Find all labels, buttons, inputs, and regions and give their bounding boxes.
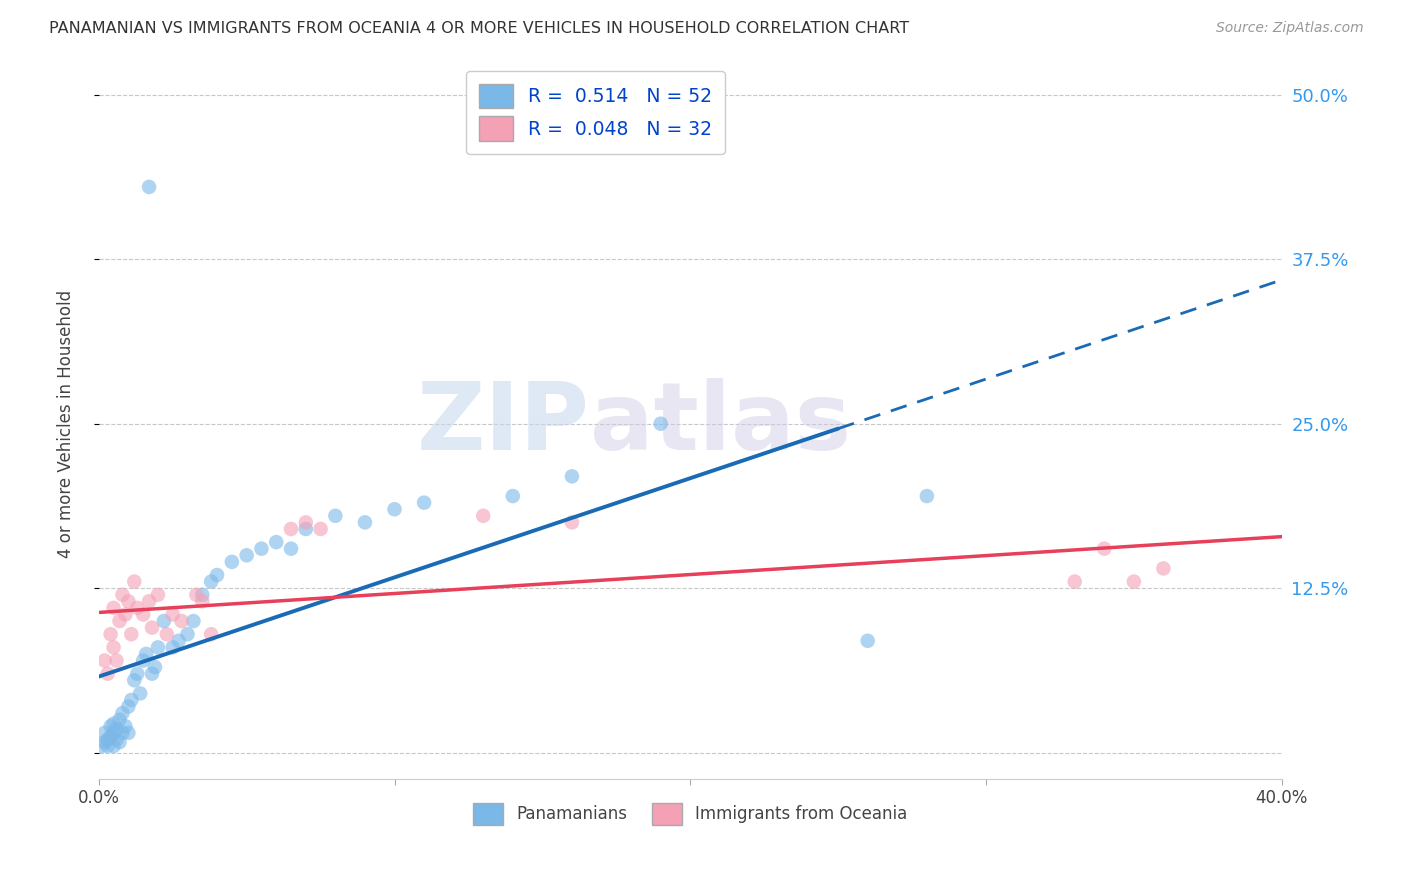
- Point: [120, 693, 142, 707]
- Text: Source: ZipAtlas.com: Source: ZipAtlas.com: [1216, 21, 1364, 36]
- Point: [124, 673, 146, 688]
- Point: [93, 726, 115, 740]
- Point: [250, 541, 273, 556]
- Point: [93, 735, 115, 749]
- Point: [111, 726, 134, 740]
- Point: [221, 555, 243, 569]
- Point: [93, 653, 115, 667]
- Point: [183, 614, 205, 628]
- Point: [97, 739, 120, 753]
- Point: [100, 719, 122, 733]
- Point: [1092, 541, 1115, 556]
- Point: [138, 594, 160, 608]
- Point: [108, 735, 131, 749]
- Point: [325, 508, 347, 523]
- Point: [103, 640, 125, 655]
- Point: [309, 522, 332, 536]
- Point: [108, 713, 131, 727]
- Point: [111, 706, 134, 720]
- Point: [156, 627, 179, 641]
- Point: [114, 719, 136, 733]
- Point: [502, 489, 524, 503]
- Point: [141, 621, 163, 635]
- Point: [143, 660, 166, 674]
- Point: [264, 535, 287, 549]
- Point: [138, 180, 160, 194]
- Point: [167, 633, 190, 648]
- Point: [191, 594, 214, 608]
- Point: [191, 588, 214, 602]
- Point: [1152, 561, 1174, 575]
- Point: [135, 647, 157, 661]
- Text: PANAMANIAN VS IMMIGRANTS FROM OCEANIA 4 OR MORE VEHICLES IN HOUSEHOLD CORRELATIO: PANAMANIAN VS IMMIGRANTS FROM OCEANIA 4 …: [49, 21, 910, 37]
- Point: [127, 600, 149, 615]
- Point: [162, 607, 184, 622]
- Point: [103, 726, 125, 740]
- Point: [384, 502, 406, 516]
- Point: [141, 666, 163, 681]
- Point: [186, 588, 208, 602]
- Point: [280, 522, 302, 536]
- Point: [103, 739, 125, 753]
- Point: [117, 594, 139, 608]
- Point: [132, 607, 155, 622]
- Point: [114, 607, 136, 622]
- Point: [117, 726, 139, 740]
- Point: [561, 516, 583, 530]
- Point: [124, 574, 146, 589]
- Point: [561, 469, 583, 483]
- Point: [146, 640, 169, 655]
- Point: [132, 653, 155, 667]
- Point: [111, 588, 134, 602]
- Point: [103, 600, 125, 615]
- Point: [354, 516, 377, 530]
- Point: [205, 568, 228, 582]
- Point: [170, 614, 193, 628]
- Point: [153, 614, 176, 628]
- Point: [105, 732, 128, 747]
- Point: [90, 739, 112, 753]
- Point: [100, 730, 122, 744]
- Point: [200, 627, 222, 641]
- Point: [413, 496, 436, 510]
- Point: [856, 633, 879, 648]
- Legend: Panamanians, Immigrants from Oceania: Panamanians, Immigrants from Oceania: [463, 793, 918, 835]
- Point: [108, 614, 131, 628]
- Text: ZIP: ZIP: [416, 377, 589, 470]
- Point: [127, 666, 149, 681]
- Point: [120, 627, 142, 641]
- Point: [97, 732, 120, 747]
- Point: [235, 549, 257, 563]
- Point: [650, 417, 672, 431]
- Point: [129, 686, 152, 700]
- Point: [294, 522, 316, 536]
- Point: [200, 574, 222, 589]
- Point: [472, 508, 495, 523]
- Point: [162, 640, 184, 655]
- Point: [117, 699, 139, 714]
- Point: [1063, 574, 1085, 589]
- Point: [105, 653, 128, 667]
- Text: atlas: atlas: [589, 377, 851, 470]
- Y-axis label: 4 or more Vehicles in Household: 4 or more Vehicles in Household: [58, 290, 75, 558]
- Point: [105, 722, 128, 736]
- Point: [280, 541, 302, 556]
- Point: [1122, 574, 1144, 589]
- Point: [103, 716, 125, 731]
- Point: [97, 666, 120, 681]
- Point: [146, 588, 169, 602]
- Point: [100, 627, 122, 641]
- Point: [915, 489, 938, 503]
- Point: [176, 627, 198, 641]
- Point: [294, 516, 316, 530]
